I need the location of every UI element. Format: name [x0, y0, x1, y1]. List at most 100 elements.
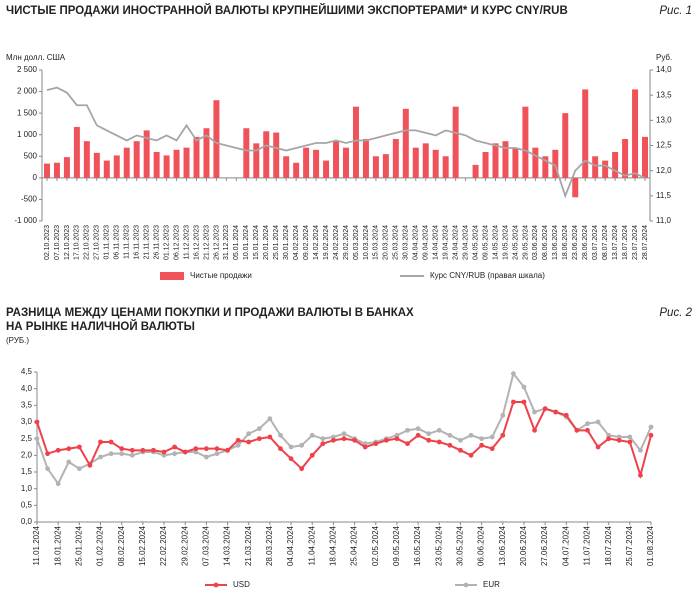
marker	[394, 432, 400, 438]
bar	[352, 106, 359, 178]
x-tick-label: 14.04.2024	[433, 225, 440, 260]
figure-label: Рис. 2	[659, 307, 692, 319]
bar	[333, 141, 340, 178]
marker	[161, 452, 167, 458]
bar	[612, 151, 619, 178]
x-tick-label: 18.04.2024	[329, 525, 338, 566]
x-tick-label: 30.03.2024	[403, 225, 410, 260]
bar	[512, 147, 519, 178]
x-tick-label: 25.01.2024	[74, 525, 83, 566]
marker	[256, 436, 262, 442]
x-tick-label: 25.04.2024	[350, 525, 359, 566]
x-tick-label: 21.12.2023	[203, 225, 210, 260]
x-tick-label: 24.02.2024	[333, 225, 340, 260]
marker	[203, 446, 209, 452]
bar	[642, 136, 649, 178]
marker	[235, 437, 241, 443]
marker	[278, 446, 283, 452]
marker	[341, 436, 347, 442]
x-tick-label: 20.03.2024	[383, 225, 390, 260]
marker	[341, 431, 347, 437]
marker	[309, 432, 315, 438]
marker	[489, 434, 495, 440]
x-tick-label: 06.06.2024	[477, 525, 486, 566]
x-tick-label: 28.03.2024	[265, 525, 274, 566]
y2-tick-label: 12,5	[656, 141, 672, 150]
marker	[510, 399, 516, 405]
marker	[648, 424, 654, 430]
bar	[213, 100, 220, 178]
legend-swatch	[160, 272, 184, 280]
x-tick-label: 04.04.2024	[286, 525, 295, 566]
x-tick-label: 27.10.2023	[94, 225, 101, 260]
marker	[426, 437, 432, 443]
marker	[203, 454, 209, 460]
chart-title: ЧИСТЫЕ ПРОДАЖИ ИНОСТРАННОЙ ВАЛЮТЫ КРУПНЕ…	[6, 4, 568, 17]
marker	[500, 432, 506, 438]
bar	[492, 143, 499, 178]
x-tick-label: 13.07.2024	[612, 225, 619, 260]
marker	[76, 466, 82, 472]
x-tick-label: 26.11.2023	[153, 225, 160, 260]
marker	[574, 427, 580, 433]
marker	[638, 447, 643, 453]
x-tick-label: 01.02.2024	[96, 525, 105, 566]
marker	[362, 441, 368, 447]
marker	[182, 449, 188, 455]
legend-label: Курс CNY/RUB (правая шкала)	[430, 271, 545, 280]
marker	[288, 456, 294, 462]
bar	[273, 132, 280, 178]
x-tick-label: 09.04.2024	[423, 225, 430, 260]
x-tick-label: 05.01.2024	[233, 225, 240, 260]
chart-title: РАЗНИЦА МЕЖДУ ЦЕНАМИ ПОКУПКИ И ПРОДАЖИ В…	[6, 307, 414, 319]
marker	[627, 439, 633, 445]
y-tick-label: 2 000	[17, 87, 38, 96]
marker	[510, 371, 516, 377]
marker	[521, 399, 527, 405]
x-tick-label: 06.12.2023	[173, 225, 180, 260]
bar	[293, 162, 300, 178]
marker	[606, 432, 612, 438]
marker	[458, 437, 463, 443]
bar	[382, 154, 389, 178]
marker	[309, 452, 315, 458]
marker	[383, 437, 389, 443]
marker	[616, 437, 622, 443]
marker	[500, 412, 506, 418]
x-tick-label: 20.01.2024	[263, 225, 270, 260]
x-tick-label: 19.04.2024	[443, 225, 450, 260]
marker	[119, 451, 125, 457]
marker	[352, 437, 357, 443]
x-tick-label: 24.04.2024	[452, 225, 459, 260]
x-tick-label: 15.01.2024	[253, 225, 260, 260]
bar	[562, 113, 569, 178]
bar	[263, 131, 270, 178]
marker	[34, 436, 40, 442]
bar	[193, 136, 200, 178]
figure-label: Рис. 1	[659, 5, 692, 17]
bar	[432, 149, 439, 178]
bar	[243, 128, 250, 178]
marker	[235, 442, 241, 448]
marker	[55, 481, 61, 487]
x-tick-label: 10.01.2024	[243, 225, 250, 260]
y-tick-label: 1 000	[17, 130, 38, 139]
x-tick-label: 07.10.2023	[54, 225, 61, 260]
marker	[299, 466, 305, 472]
legend-marker	[213, 582, 219, 588]
bar	[582, 89, 589, 178]
bar	[313, 149, 320, 178]
y2-tick-label: 13,5	[656, 90, 672, 99]
marker	[129, 452, 135, 458]
marker	[246, 439, 252, 445]
marker	[362, 444, 368, 450]
y-tick-label: 2,0	[21, 450, 33, 459]
x-tick-label: 23.06.2024	[572, 225, 579, 260]
bar	[173, 149, 180, 178]
y-tick-label: -500	[21, 195, 38, 204]
bar	[412, 147, 419, 178]
marker	[140, 447, 146, 453]
y-tick-label: 3,5	[21, 400, 33, 409]
marker	[436, 439, 442, 445]
x-tick-label: 04.02.2024	[293, 225, 300, 260]
